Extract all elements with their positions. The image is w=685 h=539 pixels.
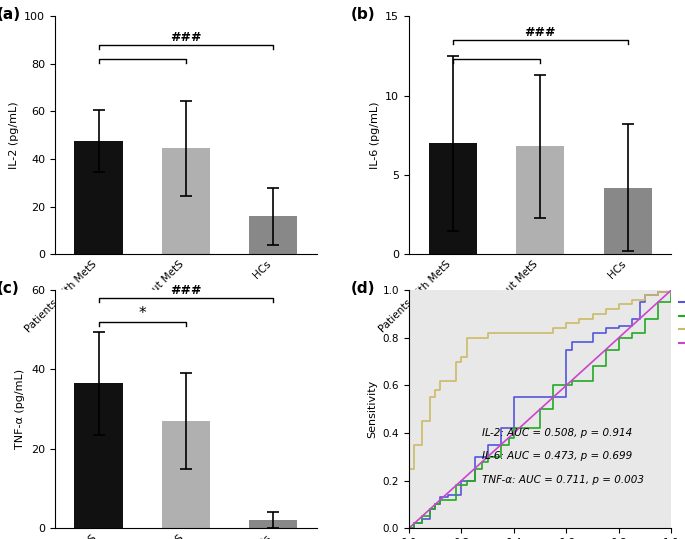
Bar bbox=[75, 383, 123, 528]
Bar bbox=[516, 147, 564, 254]
Bar bbox=[249, 216, 297, 254]
Text: ###: ### bbox=[525, 26, 556, 39]
Y-axis label: Sensitivity: Sensitivity bbox=[367, 380, 377, 438]
Text: ###: ### bbox=[170, 31, 201, 44]
Text: ###: ### bbox=[170, 284, 201, 297]
Text: (b): (b) bbox=[351, 6, 376, 22]
Y-axis label: IL-6 (pg/mL): IL-6 (pg/mL) bbox=[370, 101, 379, 169]
Text: IL-2: AUC = 0.508, p = 0.914

IL-6: AUC = 0.473, p = 0.699

TNF-α: AUC = 0.711, : IL-2: AUC = 0.508, p = 0.914 IL-6: AUC =… bbox=[482, 428, 645, 485]
Bar bbox=[429, 143, 477, 254]
Y-axis label: IL-2 (pg/mL): IL-2 (pg/mL) bbox=[8, 101, 18, 169]
Y-axis label: TNF-α (pg/mL): TNF-α (pg/mL) bbox=[15, 369, 25, 449]
Bar bbox=[162, 148, 210, 254]
Bar bbox=[249, 520, 297, 528]
Text: (c): (c) bbox=[0, 280, 20, 295]
Legend: IL-2, IL-6, TNF-α, Diagonal reference: IL-2, IL-6, TNF-α, Diagonal reference bbox=[676, 295, 685, 351]
Bar bbox=[603, 188, 651, 254]
Text: (a): (a) bbox=[0, 6, 21, 22]
Text: *: * bbox=[138, 306, 146, 321]
Text: (d): (d) bbox=[351, 280, 376, 295]
Bar bbox=[75, 141, 123, 254]
Bar bbox=[162, 421, 210, 528]
